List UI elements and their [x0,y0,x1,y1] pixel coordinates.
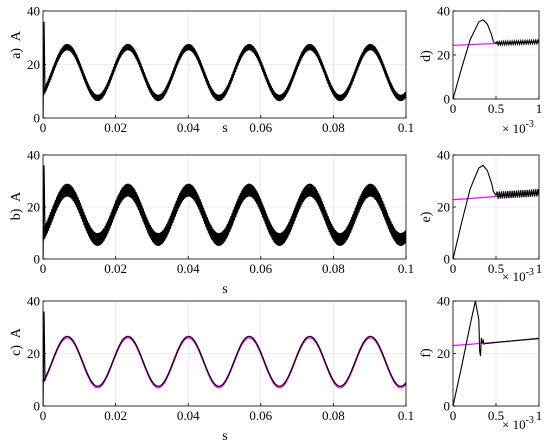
x-tick-label-a: 0.04 [177,120,200,135]
x-tick-label-d: 1 [536,101,543,116]
panel-c-xlabel: s [222,429,227,444]
y-tick-label-a: 0 [34,111,41,126]
y-tick-label-a: 40 [27,4,40,19]
panel-e: e) 0 0.5 1 0 20 40 × 10-3 [419,148,542,285]
series-reference-c [43,337,406,389]
y-tick-label-f: 40 [437,294,450,309]
panel-f-label: f) [419,348,434,358]
y-tick-label-e: 20 [437,200,450,215]
panel-c: c) A s 0 0.02 0.04 0.06 0.08 0.1 0 20 40 [9,294,414,445]
panel-b-xlabel: s [222,282,227,297]
x-tick-label-b: 0 [40,261,47,276]
x-tick-label-e: 0 [450,261,457,276]
panel-e-label: e) [419,211,434,222]
y-tick-label-a: 20 [27,57,40,72]
series-current-a [43,43,406,102]
x-tick-label-e: 1 [536,261,543,276]
x-tick-label-f: 1 [536,408,543,423]
y-tick-label-f: 20 [437,346,450,361]
panel-a-ylabel: a) A [9,30,24,59]
x-tick-label-c: 0.1 [398,408,414,423]
y-tick-label-c: 0 [34,399,41,414]
panel-c-ylabel: c) A [9,327,24,356]
x-tick-label-a: 0.1 [398,120,414,135]
panel-b-ylabel: b) A [9,191,24,220]
series-group-d [453,19,539,99]
x-tick-label-b: 0.06 [249,261,272,276]
x-tick-label-b: 0.08 [322,261,345,276]
x-tick-label-c: 0.04 [177,408,200,423]
x-tick-label-b: 0.04 [177,261,200,276]
x-tick-label-a: 0.08 [322,120,345,135]
x-tick-label-e: 0.5 [488,261,504,276]
x-tick-label-a: 0.06 [249,120,272,135]
x-tick-label-d: 0 [450,101,457,116]
axes-frame-d [452,10,540,100]
series-current-b [43,183,406,247]
panel-b: b) A s 0 0.02 0.04 0.06 0.08 0.1 0 20 40 [9,148,414,298]
y-tick-label-d: 0 [444,92,451,107]
panel-d-label: d) [419,50,434,62]
panel-a-xlabel: s [222,121,227,136]
panel-a: a) A s 0 0.02 0.04 0.06 0.08 0.1 0 20 40 [9,4,414,137]
panel-e-multiplier: × 10-3 [502,267,534,284]
axes-frame-a [42,10,407,119]
x-tick-label-c: 0 [40,408,47,423]
x-tick-label-c: 0.02 [104,408,127,423]
series-current-c [43,335,406,387]
plot-area-d: 0 0.5 1 0 20 40 [437,4,542,117]
series-current-e [453,164,539,259]
y-tick-label-e: 40 [437,148,450,163]
plot-area-a: 0 0.02 0.04 0.06 0.08 0.1 0 20 40 [27,4,414,136]
plot-area-f: 0 0.5 1 0 20 40 [437,294,542,424]
y-tick-label-b: 0 [34,252,41,267]
y-tick-label-b: 40 [27,148,40,163]
plot-area-c: 0 0.02 0.04 0.06 0.08 0.1 0 20 40 [27,294,414,424]
axes-frame-b [42,154,407,260]
x-tick-label-f: 0 [450,408,457,423]
y-tick-label-c: 20 [27,346,40,361]
axes-frame-f [452,300,540,407]
plot-area-e: 0 0.5 1 0 20 40 [437,148,542,277]
panel-f: f) 0 0.5 1 0 20 40 × 10-3 [419,294,542,433]
y-tick-label-f: 0 [444,399,451,414]
x-tick-label-d: 0.5 [488,101,504,116]
x-tick-label-b: 0.1 [398,261,414,276]
series-current-d [453,19,539,99]
x-tick-label-a: 0 [40,120,47,135]
panel-d: d) 0 0.5 1 0 20 40 × 10-3 [419,4,542,137]
y-tick-label-d: 40 [437,4,450,19]
x-tick-label-f: 0.5 [488,408,504,423]
series-current-f [453,301,539,406]
x-tick-label-a: 0.02 [104,120,127,135]
series-group-e [453,164,539,259]
y-tick-label-d: 20 [437,48,450,63]
series-group-f [453,301,539,406]
plot-area-b: 0 0.02 0.04 0.06 0.08 0.1 0 20 40 [27,148,414,277]
y-tick-label-c: 40 [27,294,40,309]
panel-d-multiplier: × 10-3 [502,119,534,136]
y-tick-label-e: 0 [444,252,451,267]
x-tick-label-b: 0.02 [104,261,127,276]
y-tick-label-b: 20 [27,200,40,215]
axes-frame-c [42,300,407,407]
axes-frame-e [452,154,540,260]
panel-f-multiplier: × 10-3 [502,415,534,432]
x-tick-label-c: 0.08 [322,408,345,423]
x-tick-label-c: 0.06 [249,408,272,423]
